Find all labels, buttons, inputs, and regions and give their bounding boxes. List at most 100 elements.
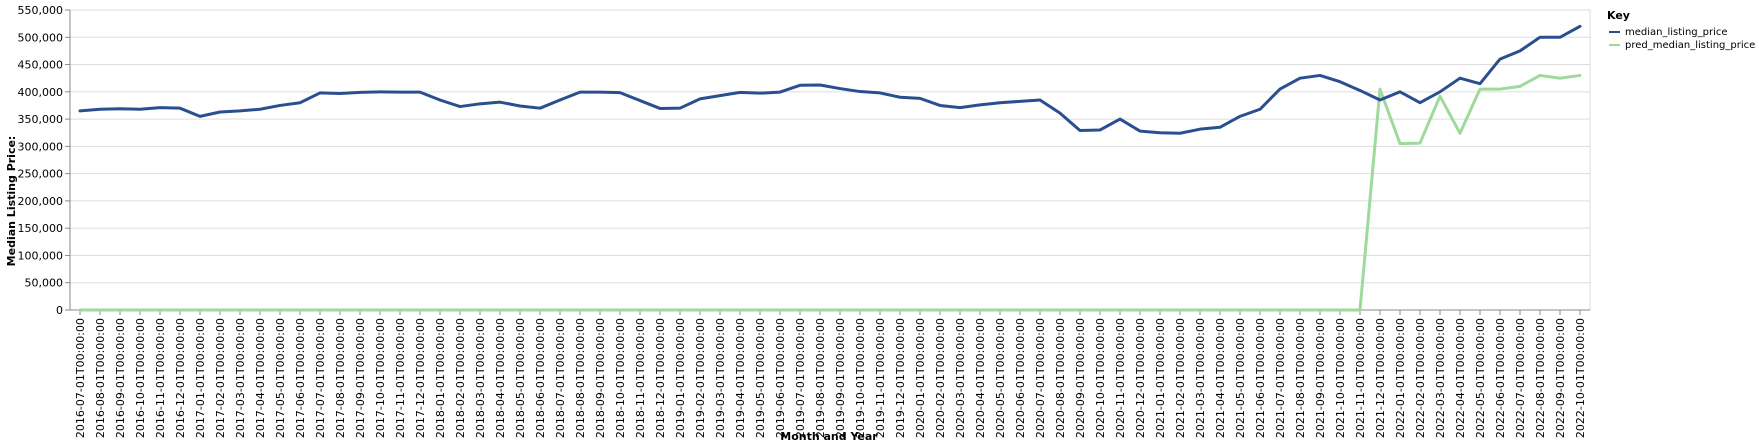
- x-tick-label: 2021-03-01T00:00:00: [1194, 318, 1207, 438]
- x-tick-label: 2019-04-01T00:00:00: [734, 318, 747, 438]
- y-axis-title: Median Listing Price:: [5, 136, 18, 267]
- x-tick-label: 2017-07-01T00:00:00: [314, 318, 327, 438]
- series-layer: [78, 24, 1582, 312]
- x-tick-label: 2018-05-01T00:00:00: [514, 318, 527, 438]
- series-line-pred-median-listing-price: [78, 73, 1582, 312]
- x-tick-label: 2017-06-01T00:00:00: [294, 318, 307, 438]
- legend: Key median_listing_price pred_median_lis…: [1607, 9, 1755, 51]
- y-tick-label: 250,000: [18, 168, 64, 181]
- x-tick-label: 2018-09-01T00:00:00: [594, 318, 607, 438]
- x-tick-label: 2016-12-01T00:00:00: [174, 318, 187, 438]
- x-tick-label: 2017-11-01T00:00:00: [394, 318, 407, 438]
- x-tick-label: 2018-06-01T00:00:00: [534, 318, 547, 438]
- x-tick-label: 2018-04-01T00:00:00: [494, 318, 507, 438]
- x-tick-label: 2020-04-01T00:00:00: [974, 318, 987, 438]
- x-tick-label: 2021-11-01T00:00:00: [1354, 318, 1367, 438]
- x-tick-label: 2018-01-01T00:00:00: [434, 318, 447, 438]
- x-tick-label: 2017-05-01T00:00:00: [274, 318, 287, 438]
- plot-frame: [69, 9, 1591, 311]
- y-tick-label: 150,000: [18, 222, 64, 235]
- x-tick-label: 2016-11-01T00:00:00: [154, 318, 167, 438]
- x-tick-label: 2022-04-01T00:00:00: [1454, 318, 1467, 438]
- x-tick-label: 2021-05-01T00:00:00: [1234, 318, 1247, 438]
- x-tick-label: 2019-09-01T00:00:00: [834, 318, 847, 438]
- x-tick-label: 2020-07-01T00:00:00: [1034, 318, 1047, 438]
- legend-title: Key: [1607, 9, 1630, 22]
- x-tick-label: 2018-07-01T00:00:00: [554, 318, 567, 438]
- y-tick-label: 100,000: [18, 249, 64, 262]
- x-tick-label: 2016-09-01T00:00:00: [114, 318, 127, 438]
- x-tick-label: 2020-05-01T00:00:00: [994, 318, 1007, 438]
- x-tick-label: 2017-08-01T00:00:00: [334, 318, 347, 438]
- x-tick-label: 2022-08-01T00:00:00: [1534, 318, 1547, 438]
- x-tick-label: 2020-11-01T00:00:00: [1114, 318, 1127, 438]
- x-tick-label: 2021-10-01T00:00:00: [1334, 318, 1347, 438]
- x-tick-label: 2022-01-01T00:00:00: [1394, 318, 1407, 438]
- x-tick-label: 2021-04-01T00:00:00: [1214, 318, 1227, 438]
- x-tick-label: 2021-02-01T00:00:00: [1174, 318, 1187, 438]
- x-tick-label: 2017-03-01T00:00:00: [234, 318, 247, 438]
- y-tick-label: 500,000: [18, 31, 64, 44]
- x-tick-label: 2016-10-01T00:00:00: [134, 318, 147, 438]
- x-tick-label: 2020-03-01T00:00:00: [954, 318, 967, 438]
- x-tick-label: 2020-08-01T00:00:00: [1054, 318, 1067, 438]
- x-tick-label: 2021-06-01T00:00:00: [1254, 318, 1267, 438]
- x-tick-label: 2019-12-01T00:00:00: [894, 318, 907, 438]
- x-axis: 2016-07-01T00:00:00 2016-08-01T00:00:00 20…: [74, 310, 1587, 438]
- x-tick-label: 2017-01-01T00:00:00: [194, 318, 207, 438]
- x-tick-label: 2019-05-01T00:00:00: [754, 318, 767, 438]
- x-axis-title: Month and Year: [780, 430, 878, 443]
- x-tick-label: 2020-09-01T00:00:00: [1074, 318, 1087, 438]
- x-tick-label: 2017-04-01T00:00:00: [254, 318, 267, 438]
- x-tick-label: 2022-07-01T00:00:00: [1514, 318, 1527, 438]
- x-tick-label: 2018-03-01T00:00:00: [474, 318, 487, 438]
- x-tick-label: 2021-08-01T00:00:00: [1294, 318, 1307, 438]
- plot-border: [69, 9, 1591, 311]
- x-tick-label: 2017-10-01T00:00:00: [374, 318, 387, 438]
- legend-label-median-listing-price: median_listing_price: [1625, 27, 1728, 38]
- x-tick-label: 2022-03-01T00:00:00: [1434, 318, 1447, 438]
- x-tick-label: 2022-06-01T00:00:00: [1494, 318, 1507, 438]
- x-tick-label: 2021-09-01T00:00:00: [1314, 318, 1327, 438]
- x-tick-label: 2016-08-01T00:00:00: [94, 318, 107, 438]
- x-tick-label: 2022-05-01T00:00:00: [1474, 318, 1487, 438]
- x-tick-label: 2019-06-01T00:00:00: [774, 318, 787, 438]
- x-tick-label: 2016-07-01T00:00:00: [74, 318, 87, 438]
- y-axis: 0 50,000 100,000 150,000 200,000 250,000 300,0…: [18, 4, 70, 317]
- y-tick-label: 550,000: [18, 4, 64, 17]
- x-tick-label: 2022-09-01T00:00:00: [1554, 318, 1567, 438]
- x-tick-label: 2018-11-01T00:00:00: [634, 318, 647, 438]
- x-tick-label: 2019-03-01T00:00:00: [714, 318, 727, 438]
- y-tick-label: 350,000: [18, 113, 64, 126]
- y-tick-label: 450,000: [18, 59, 64, 72]
- y-tick-label: 0: [56, 304, 63, 317]
- x-tick-label: 2019-10-01T00:00:00: [854, 318, 867, 438]
- gridlines: [70, 9, 1590, 311]
- x-tick-label: 2020-12-01T00:00:00: [1134, 318, 1147, 438]
- x-tick-label: 2020-02-01T00:00:00: [934, 318, 947, 438]
- x-tick-label: 2022-10-01T00:00:00: [1574, 318, 1587, 438]
- x-tick-label: 2017-02-01T00:00:00: [214, 318, 227, 438]
- y-tick-label: 400,000: [18, 86, 64, 99]
- x-tick-label: 2018-08-01T00:00:00: [574, 318, 587, 438]
- x-tick-label: 2021-12-01T00:00:00: [1374, 318, 1387, 438]
- x-tick-label: 2019-07-01T00:00:00: [794, 318, 807, 438]
- x-tick-label: 2020-01-01T00:00:00: [914, 318, 927, 438]
- x-tick-label: 2019-02-01T00:00:00: [694, 318, 707, 438]
- x-tick-label: 2017-09-01T00:00:00: [354, 318, 367, 438]
- x-tick-label: 2019-08-01T00:00:00: [814, 318, 827, 438]
- x-tick-label: 2020-10-01T00:00:00: [1094, 318, 1107, 438]
- x-tick-label: 2019-01-01T00:00:00: [674, 318, 687, 438]
- x-tick-label: 2021-07-01T00:00:00: [1274, 318, 1287, 438]
- x-tick-label: 2022-02-01T00:00:00: [1414, 318, 1427, 438]
- series-line-median-listing-price: [78, 24, 1582, 135]
- x-tick-label: 2021-01-01T00:00:00: [1154, 318, 1167, 438]
- legend-label-pred-median-listing-price: pred_median_listing_price: [1625, 40, 1755, 51]
- x-tick-label: 2018-02-01T00:00:00: [454, 318, 467, 438]
- x-tick-label: 2017-12-01T00:00:00: [414, 318, 427, 438]
- y-tick-label: 300,000: [18, 140, 64, 153]
- y-tick-label: 50,000: [25, 277, 64, 290]
- x-tick-label: 2018-12-01T00:00:00: [654, 318, 667, 438]
- x-tick-label: 2019-11-01T00:00:00: [874, 318, 887, 438]
